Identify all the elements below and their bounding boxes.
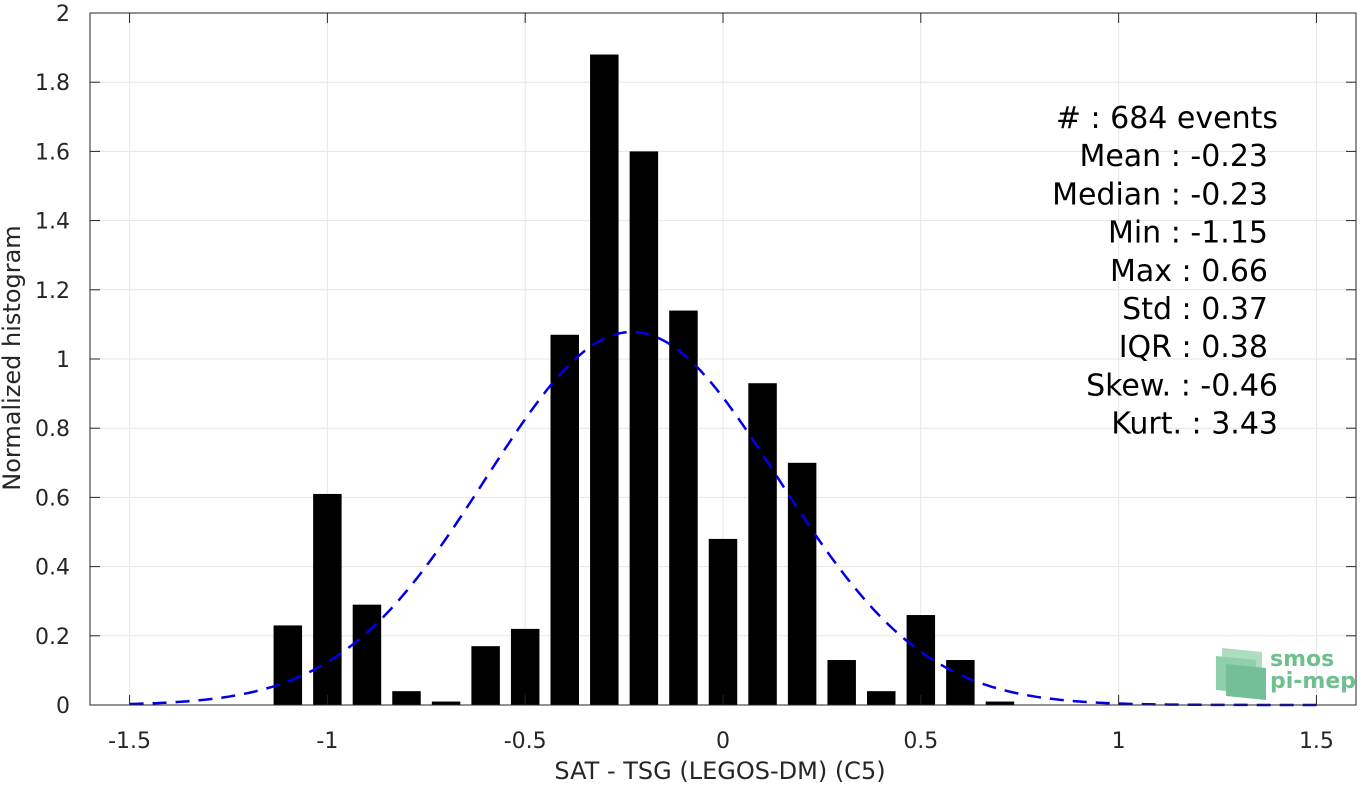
x-tick-label: 0	[716, 729, 730, 754]
histogram-bar	[986, 702, 1014, 705]
stats-line: Mean : -0.23	[1079, 139, 1268, 174]
x-tick-label: -1.5	[108, 729, 151, 754]
stats-line: Std : 0.37	[1122, 292, 1268, 327]
histogram-bar	[313, 494, 341, 705]
histogram-bar	[827, 660, 855, 705]
x-tick-label: 0.5	[903, 729, 938, 754]
stats-line: Kurt. : 3.43	[1111, 407, 1278, 442]
stats-line: IQR : 0.38	[1119, 330, 1268, 365]
histogram-bar	[353, 605, 381, 705]
histogram-bar	[709, 539, 737, 705]
histogram-bar	[867, 691, 895, 705]
histogram-bar	[392, 691, 420, 705]
y-tick-label: 0.8	[35, 417, 70, 442]
y-tick-label: 0.2	[35, 625, 70, 650]
y-tick-label: 1.8	[35, 71, 70, 96]
logo-text-line2: pi-mep	[1270, 669, 1356, 694]
y-tick-label: 0.4	[35, 556, 70, 581]
histogram-bar	[511, 629, 539, 705]
x-tick-label: -1	[316, 729, 338, 754]
histogram-bar	[590, 55, 618, 705]
stats-line: Min : -1.15	[1108, 216, 1268, 251]
x-tick-label: -0.5	[504, 729, 547, 754]
y-tick-label: 1.4	[35, 210, 70, 235]
y-tick-label: 1.6	[35, 140, 70, 165]
y-axis-label: Normalized histogram	[0, 225, 26, 490]
histogram-chart: -1.5 -1 -0.5 0 0.5 1 1.5 0 0.2 0.4 0.6 0.8 1 1.2 1.4 1…	[0, 0, 1367, 785]
y-tick-label: 1.2	[35, 279, 70, 304]
histogram-bar	[432, 702, 460, 705]
histogram-bar	[551, 335, 579, 705]
x-tick-label: 1.5	[1299, 729, 1334, 754]
histogram-bar	[748, 383, 776, 705]
histogram-bar	[630, 151, 658, 705]
stats-line: Max : 0.66	[1110, 254, 1268, 289]
x-tick-label: 1	[1112, 729, 1126, 754]
histogram-bar	[471, 646, 499, 705]
y-tick-label: 1	[56, 348, 70, 373]
y-tick-label: 2	[56, 2, 70, 27]
stats-line: # : 684 events	[1056, 101, 1278, 136]
histogram-bar	[946, 660, 974, 705]
stats-line: Skew. : -0.46	[1086, 368, 1278, 403]
stats-line: Median : -0.23	[1052, 177, 1268, 212]
histogram-bar	[669, 311, 697, 705]
y-tick-label: 0.6	[35, 486, 70, 511]
y-tick-label: 0	[56, 694, 70, 719]
histogram-bar	[274, 625, 302, 705]
x-axis-label: SAT - TSG (LEGOS-DM) (C5)	[554, 757, 885, 785]
